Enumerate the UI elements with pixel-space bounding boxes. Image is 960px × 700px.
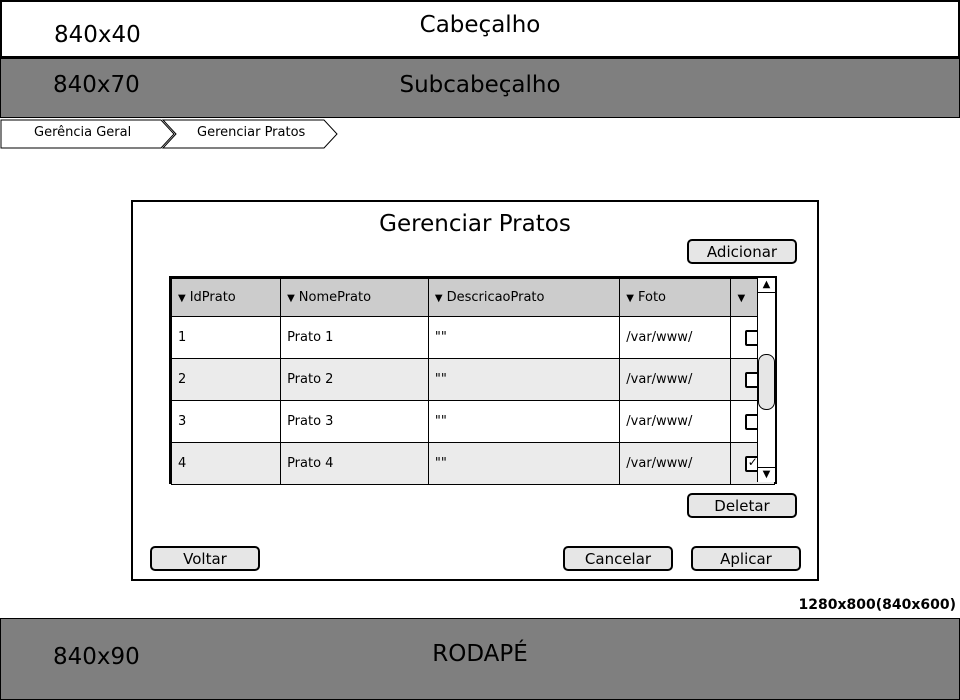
scroll-thumb[interactable] xyxy=(758,354,775,410)
column-label: Foto xyxy=(637,290,667,305)
breadcrumb-item-gerencia-geral[interactable]: Gerência Geral xyxy=(34,125,132,140)
footer-size-label: 840x90 xyxy=(53,644,140,670)
sort-arrow-icon: ▼ xyxy=(178,293,186,304)
resolution-note: 1280x800(840x600) xyxy=(798,597,957,613)
breadcrumb: Gerência Geral Gerenciar Pratos xyxy=(0,119,340,149)
table-row[interactable]: 3 Prato 3 "" /var/www/ xyxy=(170,400,775,443)
footer-bar: 840x90 RODAPÉ xyxy=(0,618,960,700)
subheader-bar: 840x70 Subcabeçalho xyxy=(0,58,960,118)
add-button[interactable]: Adicionar xyxy=(687,239,797,264)
header-title: Cabeçalho xyxy=(419,12,541,38)
subheader-size-label: 840x70 xyxy=(53,72,140,98)
table-row[interactable]: 4 Prato 4 "" /var/www/ xyxy=(170,442,775,485)
cell-description: "" xyxy=(427,442,621,485)
subheader-title: Subcabeçalho xyxy=(399,72,561,98)
table-row[interactable]: 2 Prato 2 "" /var/www/ xyxy=(170,358,775,401)
cell-description: "" xyxy=(427,400,621,443)
cell-id: 3 xyxy=(170,400,282,443)
table-row[interactable]: 1 Prato 1 "" /var/www/ xyxy=(170,316,775,359)
dishes-table-body: ▼ IdPrato ▼ NomePrato ▼ DescricaoPrato ▼ Fot… xyxy=(170,278,775,485)
manage-dishes-panel: Gerenciar Pratos Adicionar ▼ IdPrato ▼ Nom… xyxy=(131,200,819,581)
cell-name: Prato 1 xyxy=(280,316,429,359)
column-header-idprato[interactable]: ▼ IdPrato xyxy=(170,278,282,317)
scroll-down-icon[interactable]: ▼ xyxy=(758,467,775,482)
cell-photo: /var/www/ xyxy=(619,442,732,485)
column-header-foto[interactable]: ▼ Foto xyxy=(619,278,732,317)
cell-id: 4 xyxy=(170,442,282,485)
panel-title: Gerenciar Pratos xyxy=(379,211,571,237)
vertical-scrollbar[interactable]: ▲ ▼ xyxy=(757,278,775,482)
scroll-up-icon[interactable]: ▲ xyxy=(758,278,775,293)
cell-photo: /var/www/ xyxy=(619,400,732,443)
cell-name: Prato 4 xyxy=(280,442,429,485)
apply-button[interactable]: Aplicar xyxy=(691,546,801,571)
footer-title: RODAPÉ xyxy=(432,641,528,667)
cell-photo: /var/www/ xyxy=(619,358,732,401)
column-label: IdPrato xyxy=(189,290,236,305)
cell-photo: /var/www/ xyxy=(619,316,732,359)
sort-arrow-icon: ▼ xyxy=(737,293,746,304)
cell-id: 2 xyxy=(170,358,282,401)
column-label: DescricaoPrato xyxy=(446,290,545,305)
cell-description: "" xyxy=(427,316,621,359)
cell-name: Prato 3 xyxy=(280,400,429,443)
header-size-label: 840x40 xyxy=(54,22,141,48)
back-button[interactable]: Voltar xyxy=(150,546,260,571)
breadcrumb-item-gerenciar-pratos[interactable]: Gerenciar Pratos xyxy=(197,125,306,140)
dishes-table: ▼ IdPrato ▼ NomePrato ▼ DescricaoPrato ▼ Fot… xyxy=(169,276,777,485)
column-header-descricaoprato[interactable]: ▼ DescricaoPrato xyxy=(427,278,621,317)
delete-button[interactable]: Deletar xyxy=(687,493,797,518)
column-header-nomeprato[interactable]: ▼ NomePrato xyxy=(280,278,429,317)
sort-arrow-icon: ▼ xyxy=(434,293,443,304)
cell-name: Prato 2 xyxy=(280,358,429,401)
cell-id: 1 xyxy=(170,316,282,359)
breadcrumb-shapes xyxy=(0,119,338,149)
cancel-button[interactable]: Cancelar xyxy=(563,546,673,571)
column-label: NomePrato xyxy=(298,290,372,305)
cell-description: "" xyxy=(427,358,621,401)
sort-arrow-icon: ▼ xyxy=(626,293,634,304)
header-bar: 840x40 Cabeçalho xyxy=(0,0,960,58)
sort-arrow-icon: ▼ xyxy=(287,293,295,304)
